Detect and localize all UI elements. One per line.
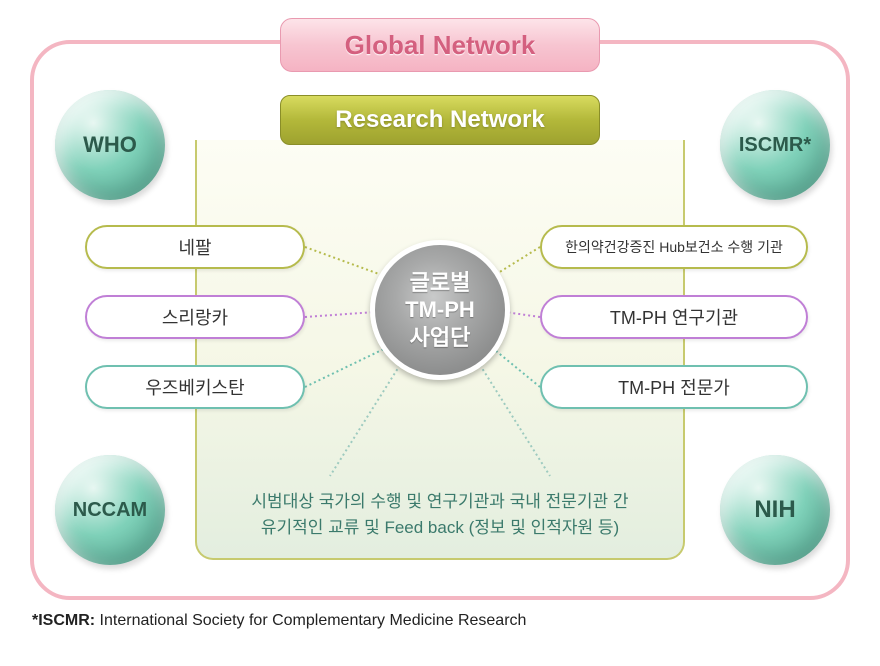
research-network-banner: Research Network	[280, 95, 600, 145]
global-network-title: Global Network	[345, 30, 536, 61]
center-line2: TM-PH	[405, 296, 475, 324]
sphere-nih: NIH	[720, 455, 830, 565]
pill-label: 네팔	[178, 234, 211, 260]
global-network-banner: Global Network	[280, 18, 600, 72]
pill-label: 한의약건강증진 Hub보건소 수행 기관	[565, 237, 783, 257]
right-pill-0: 한의약건강증진 Hub보건소 수행 기관	[540, 225, 808, 269]
description-box: 시범대상 국가의 수행 및 연구기관과 국내 전문기관 간 유기적인 교류 및 …	[205, 480, 675, 550]
left-pill-0: 네팔	[85, 225, 305, 269]
footnote: *ISCMR: International Society for Comple…	[32, 612, 526, 630]
pill-label: 우즈베키스탄	[145, 374, 244, 400]
sphere-who: WHO	[55, 90, 165, 200]
right-pill-2: TM-PH 전문가	[540, 365, 808, 409]
sphere-label: WHO	[83, 133, 137, 156]
description-line1: 시범대상 국가의 수행 및 연구기관과 국내 전문기관 간	[251, 489, 628, 515]
footnote-text: International Society for Complementary …	[95, 612, 526, 629]
footnote-label: *ISCMR:	[32, 612, 95, 629]
pill-label: TM-PH 연구기관	[610, 304, 738, 330]
center-line1: 글로벌	[410, 269, 471, 297]
right-pill-1: TM-PH 연구기관	[540, 295, 808, 339]
sphere-label: ISCMR*	[739, 135, 811, 156]
center-hub: 글로벌 TM-PH 사업단	[370, 240, 510, 380]
description-line2: 유기적인 교류 및 Feed back (정보 및 인적자원 등)	[261, 515, 619, 541]
research-network-title: Research Network	[335, 106, 544, 134]
pill-label: TM-PH 전문가	[618, 374, 730, 400]
left-pill-1: 스리랑카	[85, 295, 305, 339]
sphere-label: NCCAM	[73, 500, 147, 521]
sphere-label: NIH	[754, 497, 795, 522]
sphere-nccam: NCCAM	[55, 455, 165, 565]
center-line3: 사업단	[410, 324, 471, 352]
pill-label: 스리랑카	[162, 304, 228, 330]
sphere-iscmr: ISCMR*	[720, 90, 830, 200]
left-pill-2: 우즈베키스탄	[85, 365, 305, 409]
